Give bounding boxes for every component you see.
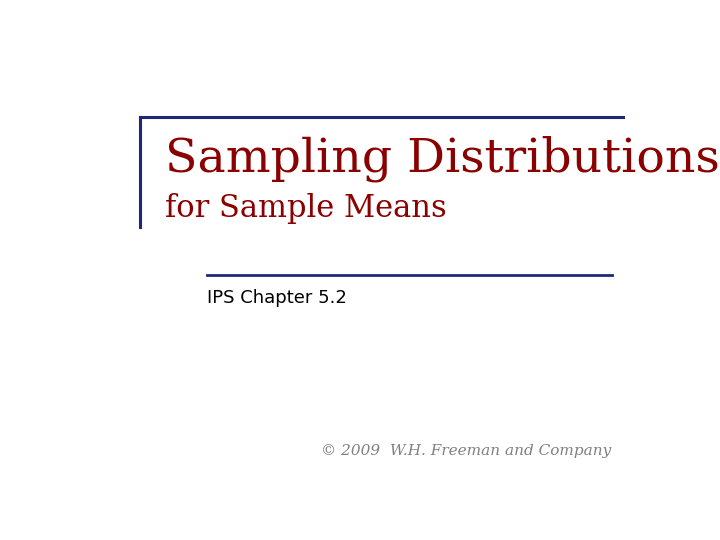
Text: Sampling Distributions: Sampling Distributions	[166, 135, 720, 181]
Text: IPS Chapter 5.2: IPS Chapter 5.2	[207, 289, 347, 307]
Text: for Sample Means: for Sample Means	[166, 193, 447, 224]
Text: © 2009  W.H. Freeman and Company: © 2009 W.H. Freeman and Company	[322, 444, 612, 458]
